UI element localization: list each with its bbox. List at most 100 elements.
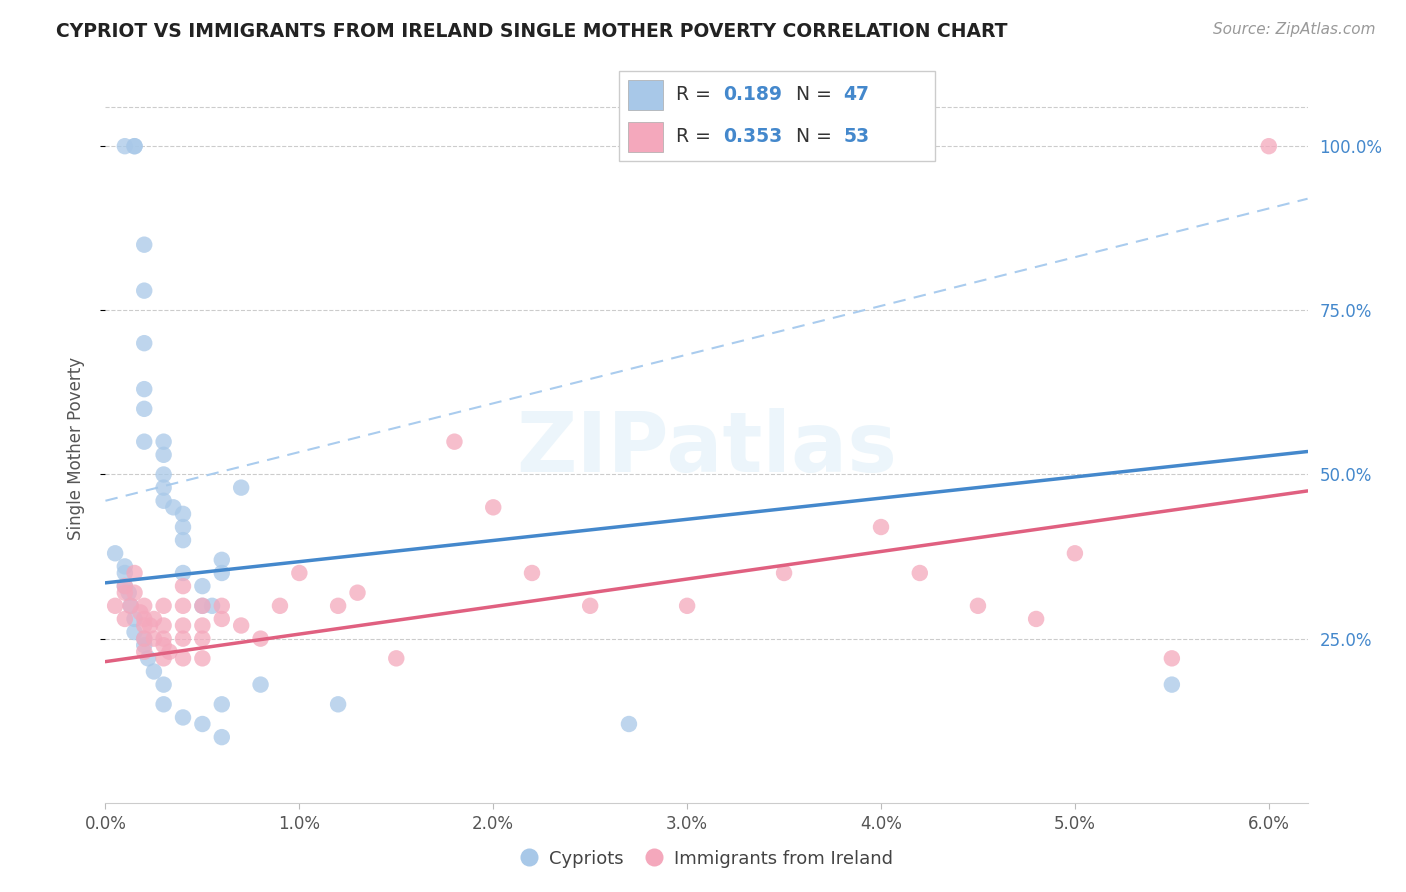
Point xyxy=(231,618,253,632)
Point xyxy=(124,585,146,599)
Point xyxy=(114,612,136,626)
Point xyxy=(152,632,174,646)
Text: 53: 53 xyxy=(844,127,869,145)
Point xyxy=(1064,546,1087,560)
Point xyxy=(172,520,194,534)
Point xyxy=(249,632,271,646)
Point xyxy=(520,566,543,580)
Text: 47: 47 xyxy=(844,85,869,103)
Point xyxy=(172,599,194,613)
Point xyxy=(104,546,127,560)
Point xyxy=(152,678,174,692)
Point xyxy=(579,599,602,613)
Point xyxy=(134,638,156,652)
Point xyxy=(211,698,233,712)
Point xyxy=(114,585,136,599)
Text: 0.353: 0.353 xyxy=(723,127,782,145)
Point xyxy=(134,237,156,252)
Point xyxy=(134,632,156,646)
Point xyxy=(231,481,253,495)
Text: Source: ZipAtlas.com: Source: ZipAtlas.com xyxy=(1212,22,1375,37)
Point xyxy=(124,139,146,153)
Point xyxy=(773,566,796,580)
Point xyxy=(1025,612,1047,626)
Point xyxy=(142,612,165,626)
Point xyxy=(134,434,156,449)
Point xyxy=(211,730,233,744)
Point xyxy=(346,585,368,599)
Point xyxy=(129,606,152,620)
Point xyxy=(159,645,181,659)
Point xyxy=(114,566,136,580)
Point xyxy=(326,698,349,712)
Point xyxy=(152,434,174,449)
Point xyxy=(191,632,214,646)
Point xyxy=(152,651,174,665)
Point xyxy=(211,566,233,580)
Point xyxy=(269,599,291,613)
Text: R =: R = xyxy=(675,127,717,145)
Point xyxy=(152,481,174,495)
FancyBboxPatch shape xyxy=(628,122,664,152)
Point xyxy=(114,579,136,593)
Point xyxy=(172,533,194,548)
Point xyxy=(114,559,136,574)
Point xyxy=(201,599,224,613)
Point xyxy=(152,638,174,652)
Point xyxy=(142,665,165,679)
Point xyxy=(676,599,699,613)
Point xyxy=(482,500,505,515)
Point xyxy=(1160,678,1182,692)
Point xyxy=(104,599,127,613)
Point xyxy=(139,618,162,632)
Point xyxy=(152,467,174,482)
Text: R =: R = xyxy=(675,85,717,103)
Point xyxy=(152,698,174,712)
Point xyxy=(120,599,142,613)
Point xyxy=(908,566,931,580)
Point xyxy=(870,520,893,534)
Point xyxy=(288,566,311,580)
Point xyxy=(191,717,214,731)
Point xyxy=(967,599,990,613)
Point xyxy=(191,618,214,632)
Point xyxy=(124,625,146,640)
Point xyxy=(172,566,194,580)
Point xyxy=(1257,139,1279,153)
Y-axis label: Single Mother Poverty: Single Mother Poverty xyxy=(66,357,84,540)
Point xyxy=(1160,651,1182,665)
Point xyxy=(124,139,146,153)
Point xyxy=(114,139,136,153)
Point xyxy=(172,651,194,665)
Point xyxy=(172,618,194,632)
Text: 0.189: 0.189 xyxy=(723,85,782,103)
Point xyxy=(118,585,141,599)
Text: N =: N = xyxy=(796,127,838,145)
Text: CYPRIOT VS IMMIGRANTS FROM IRELAND SINGLE MOTHER POVERTY CORRELATION CHART: CYPRIOT VS IMMIGRANTS FROM IRELAND SINGL… xyxy=(56,22,1008,41)
Point xyxy=(120,599,142,613)
Point xyxy=(326,599,349,613)
Point xyxy=(211,612,233,626)
Point xyxy=(136,651,159,665)
Point xyxy=(134,612,156,626)
Point xyxy=(134,632,156,646)
Point xyxy=(124,566,146,580)
Point xyxy=(152,448,174,462)
Point xyxy=(172,632,194,646)
Point xyxy=(152,599,174,613)
Point xyxy=(134,336,156,351)
Point xyxy=(134,284,156,298)
Point xyxy=(617,717,640,731)
Legend: Cypriots, Immigrants from Ireland: Cypriots, Immigrants from Ireland xyxy=(513,843,900,875)
Point xyxy=(152,493,174,508)
Point xyxy=(114,579,136,593)
Point xyxy=(142,632,165,646)
Point xyxy=(162,500,184,515)
Point xyxy=(385,651,408,665)
FancyBboxPatch shape xyxy=(619,71,935,161)
Point xyxy=(191,579,214,593)
Point xyxy=(249,678,271,692)
Point xyxy=(211,599,233,613)
Point xyxy=(172,710,194,724)
Text: ZIPatlas: ZIPatlas xyxy=(516,408,897,489)
